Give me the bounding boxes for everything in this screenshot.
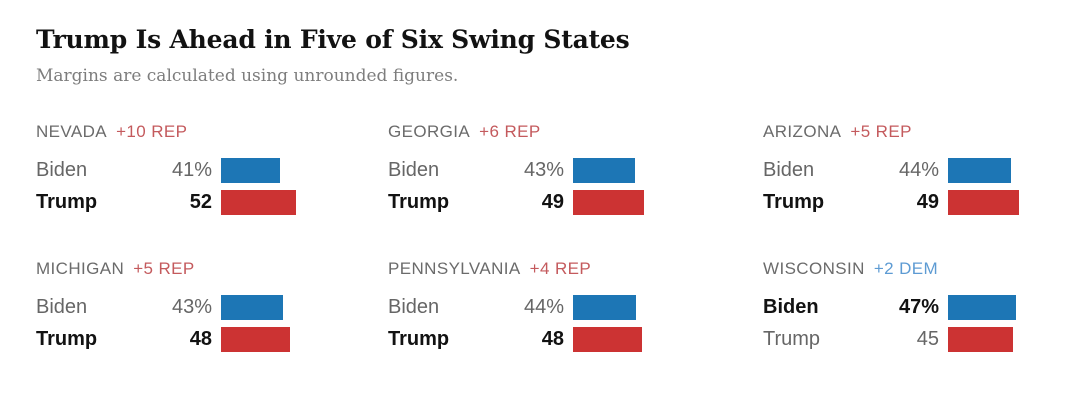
- candidate-name-label: Trump: [388, 327, 450, 350]
- candidate-row: Trump 49: [763, 186, 1044, 218]
- bar-track: [948, 326, 1013, 352]
- candidate-rows: Biden 44% Trump 48: [388, 291, 763, 355]
- poll-results-graphic: Trump Is Ahead in Five of Six Swing Stat…: [36, 25, 1080, 355]
- bar-track: [221, 157, 280, 183]
- bar-track: [573, 294, 637, 320]
- state-panel-header: MICHIGAN +5 REP: [36, 259, 388, 279]
- candidate-value-label: 43%: [171, 295, 212, 318]
- state-name-label: WISCONSIN: [763, 259, 865, 279]
- candidate-value-label: 52: [189, 190, 212, 213]
- bar-track: [221, 189, 296, 215]
- bar-track: [948, 157, 1012, 183]
- candidate-name-label: Trump: [36, 327, 98, 350]
- candidate-name-label: Biden: [763, 158, 815, 181]
- candidate-value-label: 43%: [523, 158, 564, 181]
- chart-subtitle: Margins are calculated using unrounded f…: [36, 66, 459, 87]
- state-panel: PENNSYLVANIA +4 REP Biden 44% Trump 48: [388, 259, 763, 355]
- candidate-rows: Biden 44% Trump 49: [763, 154, 1044, 218]
- state-name-label: NEVADA: [36, 122, 108, 142]
- candidate-value-label: 47%: [898, 295, 939, 318]
- chart-title: Trump Is Ahead in Five of Six Swing Stat…: [36, 25, 630, 54]
- result-bar: [221, 157, 280, 183]
- candidate-row: Biden 43%: [36, 291, 388, 323]
- candidate-row: Biden 44%: [388, 291, 763, 323]
- candidate-row: Trump 45: [763, 323, 1044, 355]
- state-panel: MICHIGAN +5 REP Biden 43% Trump 48: [36, 259, 388, 355]
- state-panel: WISCONSIN +2 DEM Biden 47% Trump 45: [763, 259, 1044, 355]
- candidate-value-label: 48: [189, 327, 212, 350]
- result-bar: [573, 326, 643, 352]
- candidate-rows: Biden 43% Trump 48: [36, 291, 388, 355]
- candidate-row: Biden 44%: [763, 154, 1044, 186]
- result-bar: [573, 294, 637, 320]
- candidate-name-label: Biden: [388, 295, 440, 318]
- candidate-name-label: Trump: [388, 190, 450, 213]
- state-panel: ARIZONA +5 REP Biden 44% Trump 49: [763, 122, 1044, 218]
- margin-label: +5 REP: [133, 259, 195, 279]
- state-panel-header: GEORGIA +6 REP: [388, 122, 763, 142]
- candidate-row: Trump 49: [388, 186, 763, 218]
- margin-label: +2 DEM: [873, 259, 939, 279]
- candidate-name-label: Trump: [36, 190, 98, 213]
- state-panel: NEVADA +10 REP Biden 41% Trump 52: [36, 122, 388, 218]
- result-bar: [948, 326, 1013, 352]
- margin-label: +4 REP: [529, 259, 592, 279]
- state-name-label: GEORGIA: [388, 122, 471, 142]
- state-panel-header: PENNSYLVANIA +4 REP: [388, 259, 763, 279]
- bar-track: [221, 326, 291, 352]
- candidate-name-label: Biden: [36, 295, 88, 318]
- bar-track: [573, 189, 644, 215]
- bar-track: [948, 294, 1016, 320]
- candidate-value-label: 45: [916, 327, 939, 350]
- candidate-value-label: 48: [541, 327, 564, 350]
- state-panel-header: WISCONSIN +2 DEM: [763, 259, 1044, 279]
- candidate-name-label: Biden: [388, 158, 440, 181]
- margin-label: +5 REP: [850, 122, 912, 142]
- state-name-label: MICHIGAN: [36, 259, 125, 279]
- candidate-rows: Biden 41% Trump 52: [36, 154, 388, 218]
- state-panel-header: ARIZONA +5 REP: [763, 122, 1044, 142]
- result-bar: [221, 294, 283, 320]
- state-panel-header: NEVADA +10 REP: [36, 122, 388, 142]
- bar-track: [573, 157, 635, 183]
- candidate-value-label: 44%: [523, 295, 564, 318]
- result-bar: [573, 189, 644, 215]
- candidate-row: Trump 52: [36, 186, 388, 218]
- candidate-rows: Biden 47% Trump 45: [763, 291, 1044, 355]
- candidate-row: Trump 48: [36, 323, 388, 355]
- candidate-value-label: 41%: [171, 158, 212, 181]
- state-panels-grid: NEVADA +10 REP Biden 41% Trump 52 GEORGIA…: [36, 122, 1080, 355]
- state-name-label: PENNSYLVANIA: [388, 259, 521, 279]
- candidate-rows: Biden 43% Trump 49: [388, 154, 763, 218]
- bar-track: [573, 326, 643, 352]
- state-panel: GEORGIA +6 REP Biden 43% Trump 49: [388, 122, 763, 218]
- candidate-name-label: Trump: [763, 327, 821, 350]
- bar-track: [221, 294, 283, 320]
- result-bar: [221, 189, 296, 215]
- candidate-row: Biden 43%: [388, 154, 763, 186]
- candidate-row: Trump 48: [388, 323, 763, 355]
- candidate-value-label: 49: [916, 190, 939, 213]
- candidate-row: Biden 41%: [36, 154, 388, 186]
- bar-track: [948, 189, 1019, 215]
- margin-label: +10 REP: [116, 122, 188, 142]
- result-bar: [221, 326, 291, 352]
- result-bar: [948, 157, 1012, 183]
- result-bar: [948, 189, 1019, 215]
- candidate-value-label: 49: [541, 190, 564, 213]
- candidate-row: Biden 47%: [763, 291, 1044, 323]
- margin-label: +6 REP: [479, 122, 541, 142]
- candidate-name-label: Biden: [763, 295, 819, 318]
- state-name-label: ARIZONA: [763, 122, 842, 142]
- candidate-name-label: Biden: [36, 158, 88, 181]
- result-bar: [948, 294, 1016, 320]
- candidate-value-label: 44%: [898, 158, 939, 181]
- result-bar: [573, 157, 635, 183]
- candidate-name-label: Trump: [763, 190, 825, 213]
